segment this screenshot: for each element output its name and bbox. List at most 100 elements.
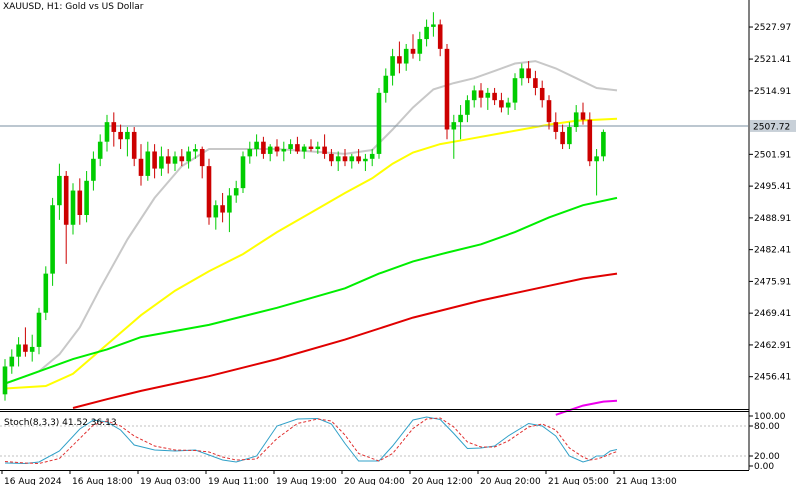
price-tick-label-7: 2475.91 [754,277,791,287]
candle-body-49 [335,156,341,162]
candle-body-44 [301,146,307,152]
candle-37 [254,134,259,157]
candle-body-6 [43,273,49,313]
candle-body-0 [2,366,8,395]
candle-body-57 [390,56,395,76]
candle-73 [499,92,504,113]
current-price-box [750,119,796,132]
candle-63 [431,12,436,37]
candle-80 [546,95,552,130]
candle-51 [349,153,355,169]
candle-24 [165,149,171,174]
candle-54 [369,149,375,167]
candle-body-76 [519,68,525,79]
candle-15 [104,114,110,152]
candle-body-62 [424,26,429,40]
candle-body-65 [444,48,450,130]
time-tick-label-9: 21 Aug 13:00 [616,477,677,485]
candle-body-51 [349,156,355,162]
candle-53 [363,153,368,172]
candle-body-14 [97,141,103,159]
candle-body-77 [526,68,531,79]
candle-body-63 [431,24,436,27]
stoch-tick-label-2: 20.00 [754,452,780,462]
candle-72 [492,87,497,106]
candle-61 [417,31,423,62]
candle-3 [23,327,28,357]
candle-66 [451,114,457,159]
stoch-tick-label-3: 0.00 [754,462,774,472]
candle-body-59 [403,48,409,64]
candle-36 [247,141,253,164]
candle-body-40 [274,146,280,152]
price-tick-label-4: 2495.41 [754,182,791,192]
candle-body-11 [77,190,83,215]
candle-body-5 [36,312,42,347]
candle-body-32 [220,205,225,213]
candle-88 [601,129,606,162]
candle-39 [267,144,273,162]
candle-body-60 [410,48,416,54]
candle-body-22 [152,151,157,169]
candle-body-67 [458,114,463,123]
candle-32 [220,193,225,223]
candle-58 [397,41,402,74]
candle-64 [437,19,443,57]
candle-body-38 [261,141,266,154]
candle-28 [193,144,198,159]
candle-body-16 [111,122,117,132]
candle-86 [587,112,593,167]
candle-20 [138,144,144,186]
candle-1 [9,349,15,374]
candle-17 [118,124,123,150]
candle-33 [227,188,232,233]
candle-40 [274,139,280,157]
main-plot-area[interactable] [0,12,748,416]
candle-83 [567,122,572,150]
moving-average-line-1 [4,117,618,390]
candle-21 [145,141,151,181]
stochastic-label: Stoch(8,3,3) 41.52 36.13 [4,418,117,428]
candle-body-85 [580,112,586,120]
candle-body-35 [240,156,246,189]
candle-body-21 [145,151,151,176]
candle-34 [233,180,239,203]
candle-body-25 [172,156,178,164]
stochastic-subwindow[interactable] [0,416,748,465]
price-tick-label-2: 2514.91 [754,87,791,97]
candle-body-45 [308,146,314,150]
candle-body-39 [267,146,273,154]
candle-70 [478,83,484,108]
candle-10 [70,183,76,235]
candle-59 [403,43,409,71]
candle-31 [213,200,219,230]
candle-body-26 [179,156,185,162]
candle-body-58 [397,56,402,64]
candle-body-64 [437,24,443,49]
candle-body-20 [138,158,144,176]
candle-12 [84,171,89,223]
price-tick-label-10: 2456.41 [754,373,791,383]
candle-body-50 [342,156,348,162]
candle-body-8 [57,175,62,206]
candle-29 [199,146,205,179]
candle-47 [322,134,327,159]
candle-body-18 [125,131,130,140]
price-tick-label-9: 2462.91 [754,341,791,351]
candle-48 [329,149,334,167]
candle-45 [308,139,314,152]
candle-body-42 [288,144,293,150]
stoch-signal-line [4,417,618,465]
time-tick-label-5: 20 Aug 04:00 [344,477,405,485]
candle-body-75 [512,78,518,103]
time-tick-label-4: 19 Aug 19:00 [276,477,337,485]
candle-body-81 [553,122,559,132]
candle-body-23 [159,156,164,169]
candle-body-53 [363,158,368,162]
candle-body-10 [70,190,76,225]
candle-8 [57,163,62,220]
candle-body-70 [478,90,484,98]
candle-81 [553,112,559,140]
